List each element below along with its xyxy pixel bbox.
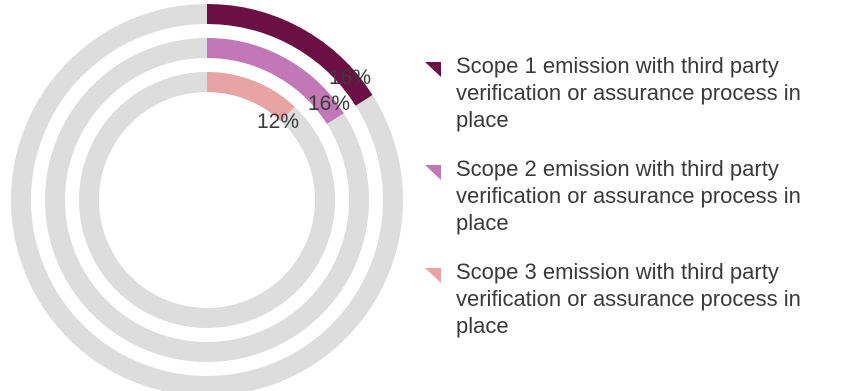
scope-2-marker-shape: [425, 165, 441, 180]
data-label-scope-2: 16%: [308, 92, 350, 115]
legend-item-scope-1: Scope 1 emission with third party verifi…: [422, 52, 842, 133]
ring-arc-scope-1: [206, 4, 373, 106]
scope-2-marker-icon: [422, 161, 444, 183]
legend-label-scope-3: Scope 3 emission with third party verifi…: [456, 259, 801, 338]
scope-3-marker-icon: [422, 264, 444, 286]
scope-3-marker-shape: [425, 268, 441, 283]
data-label-scope-3: 12%: [257, 110, 299, 133]
legend-item-scope-3: Scope 3 emission with third party verifi…: [422, 258, 842, 339]
data-label-scope-1: 16%: [329, 66, 371, 89]
legend-label-scope-2: Scope 2 emission with third party verifi…: [456, 156, 801, 235]
legend-item-scope-2: Scope 2 emission with third party verifi…: [422, 155, 842, 236]
scope-1-marker-shape: [425, 62, 441, 77]
ring-arc-scope-2: [206, 38, 344, 125]
ring-arc-scope-3: [206, 72, 295, 122]
scope-1-marker-icon: [422, 58, 444, 80]
legend: Scope 1 emission with third party verifi…: [422, 52, 842, 361]
legend-label-scope-1: Scope 1 emission with third party verifi…: [456, 53, 801, 132]
